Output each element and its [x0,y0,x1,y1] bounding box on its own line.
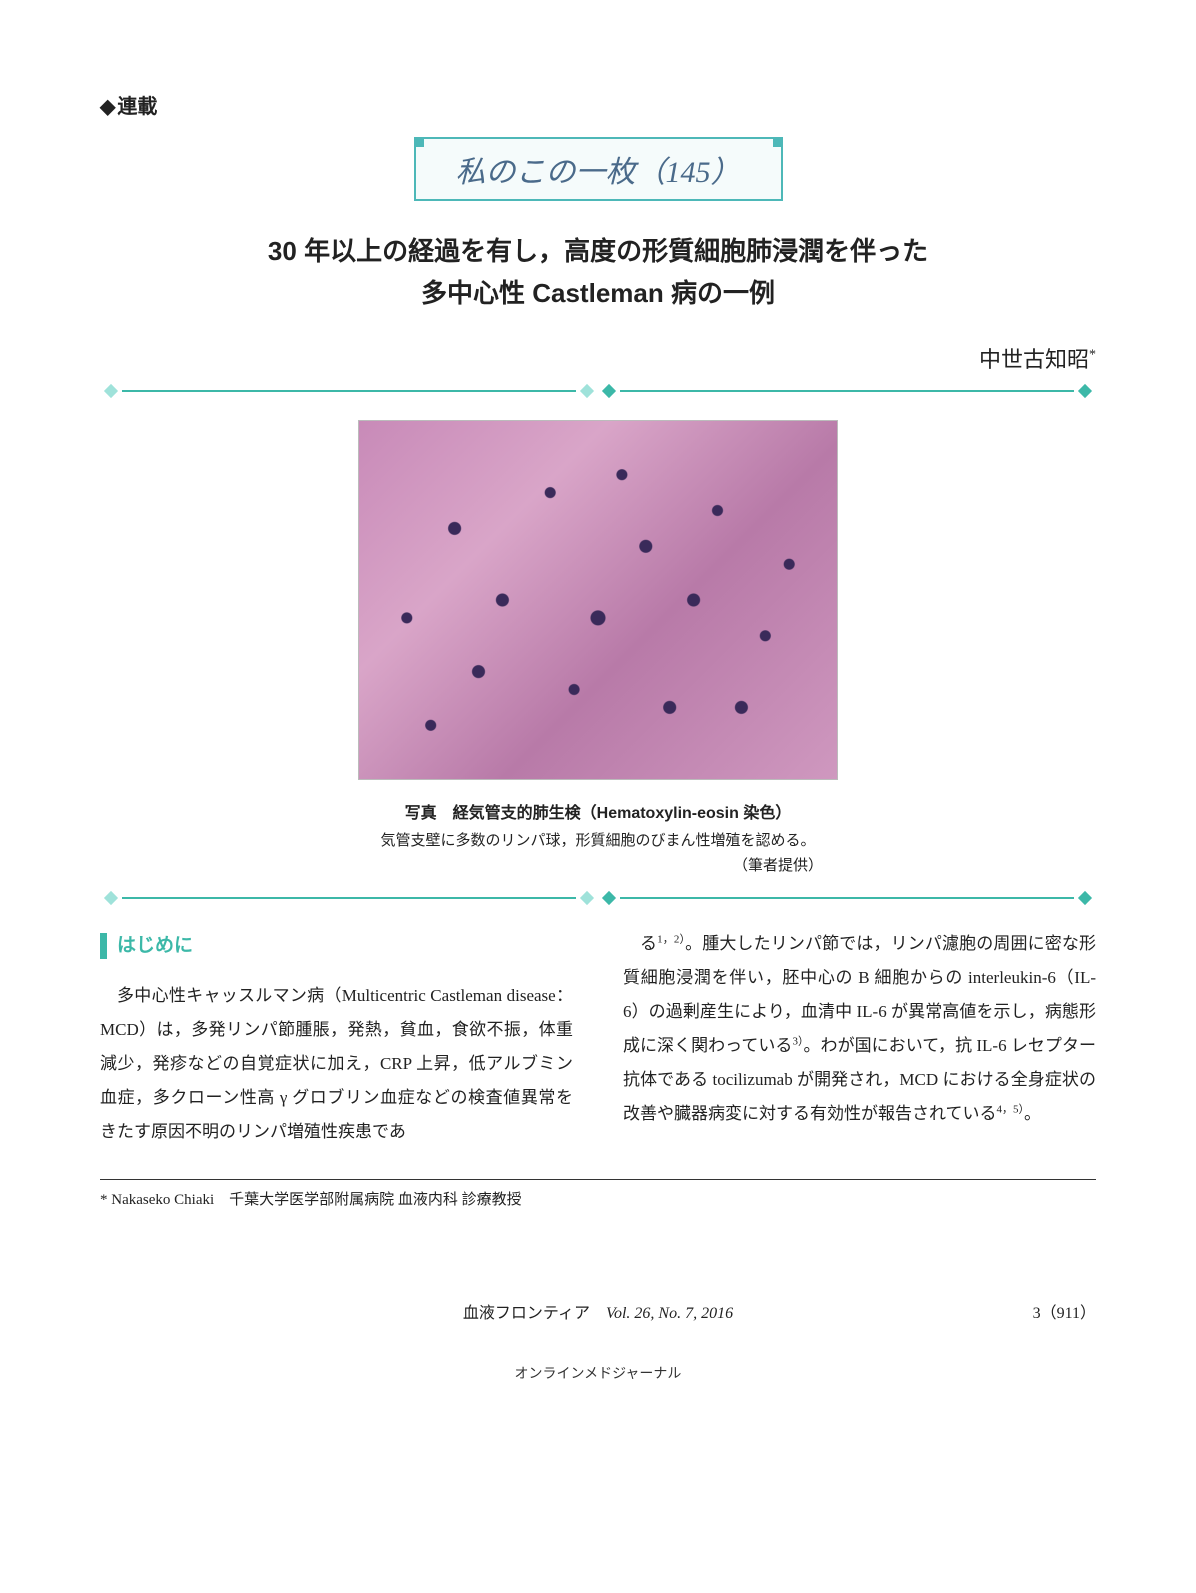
journal-issue: Vol. 26, No. 7, 2016 [606,1305,733,1322]
body-paragraph-left: 多中心性キャッスルマン病（Multicentric Castleman dise… [100,979,573,1149]
body-column-right: る1，2）。腫大したリンパ節では，リンパ濾胞の周囲に密な形質細胞浸潤を伴い，胚中… [623,927,1096,1149]
footer-journal: 血液フロンティア Vol. 26, No. 7, 2016 [220,1299,976,1323]
journal-name: 血液フロンティア [463,1305,590,1322]
article-title-line1: 30 年以上の経過を有し，高度の形質細胞肺浸潤を伴った [268,236,928,266]
rule-segment [122,897,576,899]
histology-image [358,420,838,780]
diamond-icon [580,384,594,398]
body-paragraph-right: る1，2）。腫大したリンパ節では，リンパ濾胞の周囲に密な形質細胞浸潤を伴い，胚中… [623,927,1096,1131]
rule-segment [620,390,1074,392]
article-title-line2: 多中心性 Castleman 病の一例 [421,278,775,308]
author-footnote: * Nakaseko Chiaki 千葉大学医学部附属病院 血液内科 診療教授 [100,1188,1096,1209]
author-name: 中世古知昭 [979,347,1089,372]
body-text: 。 [1024,1104,1041,1123]
reference-mark: 1，2） [657,934,685,946]
body-columns: はじめに 多中心性キャッスルマン病（Multicentric Castleman… [100,927,1096,1149]
diamond-icon [1078,891,1092,905]
series-title-box: 私のこの一枚（145） [414,137,783,201]
diamond-icon [602,891,616,905]
reference-mark: 4，5） [997,1104,1025,1116]
figure-caption: 写真 経気管支的肺生検（Hematoxylin-eosin 染色） [100,799,1096,823]
series-title-box-wrap: 私のこの一枚（145） [100,137,1096,201]
section-heading-intro: はじめに [100,927,573,965]
reference-mark: 3） [792,1036,803,1048]
page-number: 3（911） [976,1299,1096,1323]
author-line: 中世古知昭* [100,342,1096,374]
diamond-icon [602,384,616,398]
rule-segment [620,897,1074,899]
figure-credit: （筆者提供） [100,854,1096,875]
body-column-left: はじめに 多中心性キャッスルマン病（Multicentric Castleman… [100,927,573,1149]
diamond-icon [580,891,594,905]
rule-segment [122,390,576,392]
article-title: 30 年以上の経過を有し，高度の形質細胞肺浸潤を伴った 多中心性 Castlem… [100,231,1096,314]
figure-block: 写真 経気管支的肺生検（Hematoxylin-eosin 染色） 気管支壁に多… [100,420,1096,875]
page-footer: 血液フロンティア Vol. 26, No. 7, 2016 3（911） [100,1299,1096,1323]
body-text: る [640,934,657,953]
decorative-rule-top [100,386,1096,396]
figure-description: 気管支壁に多数のリンパ球，形質細胞のびまん性増殖を認める。 [100,829,1096,850]
series-label: 連載 [100,90,1096,119]
diamond-icon [104,384,118,398]
decorative-rule-mid [100,893,1096,903]
diamond-icon [1078,384,1092,398]
author-affiliation-mark: * [1089,348,1096,363]
diamond-icon [104,891,118,905]
footnote-rule [100,1179,1096,1180]
bottom-note: オンラインメドジャーナル [100,1363,1096,1383]
